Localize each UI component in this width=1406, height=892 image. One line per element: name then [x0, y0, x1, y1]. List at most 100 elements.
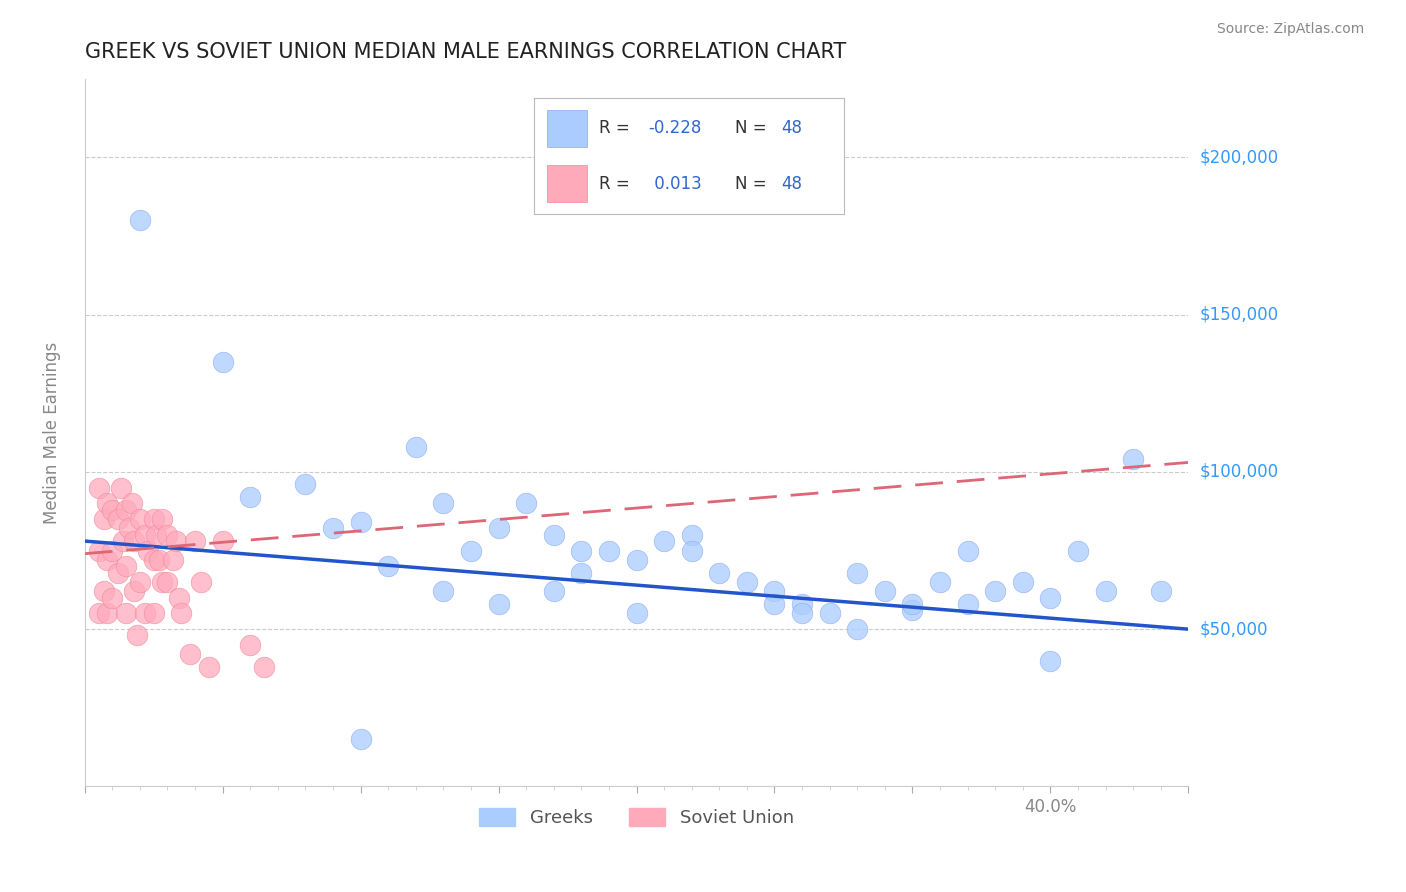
- Text: GREEK VS SOVIET UNION MEDIAN MALE EARNINGS CORRELATION CHART: GREEK VS SOVIET UNION MEDIAN MALE EARNIN…: [84, 42, 846, 62]
- Text: -0.228: -0.228: [648, 120, 702, 137]
- Point: [956, 543, 979, 558]
- FancyBboxPatch shape: [547, 165, 586, 202]
- Point: [136, 543, 159, 558]
- Point: [873, 584, 896, 599]
- Point: [1067, 543, 1090, 558]
- Point: [142, 553, 165, 567]
- Point: [179, 648, 201, 662]
- Point: [405, 440, 427, 454]
- Text: 48: 48: [782, 175, 803, 193]
- Point: [142, 512, 165, 526]
- Text: Source: ZipAtlas.com: Source: ZipAtlas.com: [1216, 22, 1364, 37]
- Text: $100,000: $100,000: [1199, 463, 1278, 481]
- Point: [129, 512, 152, 526]
- Y-axis label: Median Male Earnings: Median Male Earnings: [44, 342, 60, 524]
- Point: [96, 553, 118, 567]
- Point: [127, 628, 149, 642]
- Point: [101, 543, 124, 558]
- Point: [150, 512, 173, 526]
- Point: [1039, 654, 1062, 668]
- Point: [211, 355, 233, 369]
- Point: [118, 521, 141, 535]
- Point: [543, 528, 565, 542]
- Point: [984, 584, 1007, 599]
- Text: R =: R =: [599, 175, 636, 193]
- Point: [87, 481, 110, 495]
- Point: [488, 597, 510, 611]
- Point: [239, 638, 262, 652]
- Text: 48: 48: [782, 120, 803, 137]
- Point: [107, 512, 129, 526]
- Point: [129, 213, 152, 227]
- Point: [156, 574, 179, 589]
- Point: [846, 566, 869, 580]
- Point: [162, 553, 184, 567]
- Point: [190, 574, 212, 589]
- Point: [112, 534, 135, 549]
- Point: [652, 534, 675, 549]
- Point: [115, 607, 138, 621]
- Point: [681, 543, 703, 558]
- Point: [165, 534, 187, 549]
- Point: [121, 496, 143, 510]
- Point: [124, 584, 146, 599]
- Point: [124, 534, 146, 549]
- Point: [681, 528, 703, 542]
- Text: $200,000: $200,000: [1199, 148, 1278, 166]
- Point: [515, 496, 537, 510]
- Point: [101, 591, 124, 605]
- Point: [107, 566, 129, 580]
- Point: [115, 502, 138, 516]
- Point: [1094, 584, 1116, 599]
- Point: [709, 566, 731, 580]
- Point: [846, 622, 869, 636]
- Point: [460, 543, 482, 558]
- Point: [1150, 584, 1173, 599]
- Point: [134, 607, 156, 621]
- Point: [1011, 574, 1033, 589]
- Point: [377, 559, 399, 574]
- Point: [93, 584, 115, 599]
- Point: [349, 732, 371, 747]
- Text: $150,000: $150,000: [1199, 306, 1278, 324]
- Point: [211, 534, 233, 549]
- Point: [901, 597, 924, 611]
- Text: N =: N =: [735, 175, 772, 193]
- Point: [818, 607, 841, 621]
- Point: [145, 528, 167, 542]
- Text: N =: N =: [735, 120, 772, 137]
- Point: [432, 496, 454, 510]
- FancyBboxPatch shape: [547, 110, 586, 147]
- Point: [1122, 452, 1144, 467]
- Point: [150, 574, 173, 589]
- Point: [956, 597, 979, 611]
- Legend: Greeks, Soviet Union: Greeks, Soviet Union: [472, 800, 801, 834]
- Point: [929, 574, 952, 589]
- Point: [598, 543, 620, 558]
- Point: [790, 607, 813, 621]
- Point: [148, 553, 170, 567]
- Point: [129, 574, 152, 589]
- Point: [142, 607, 165, 621]
- Point: [198, 660, 221, 674]
- Point: [134, 528, 156, 542]
- Point: [626, 553, 648, 567]
- Point: [901, 603, 924, 617]
- Point: [790, 597, 813, 611]
- Text: R =: R =: [599, 120, 636, 137]
- Point: [349, 515, 371, 529]
- Point: [626, 607, 648, 621]
- Point: [93, 512, 115, 526]
- Point: [432, 584, 454, 599]
- Point: [87, 543, 110, 558]
- Point: [543, 584, 565, 599]
- Point: [110, 481, 132, 495]
- Point: [1039, 591, 1062, 605]
- Point: [763, 597, 786, 611]
- Point: [488, 521, 510, 535]
- Point: [569, 566, 592, 580]
- Text: $50,000: $50,000: [1199, 620, 1268, 638]
- Text: 0.013: 0.013: [648, 175, 702, 193]
- Point: [115, 559, 138, 574]
- Point: [96, 607, 118, 621]
